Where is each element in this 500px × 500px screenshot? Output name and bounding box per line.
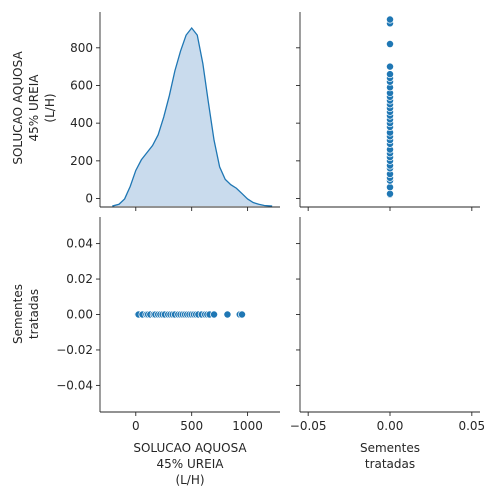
ylabel-ureia: SOLUCAO AQUOSA 45% UREIA (L/H) <box>11 51 57 165</box>
ytick-label-sementes-1: −0.02 <box>56 343 93 357</box>
ytick-label-ureia-2: 400 <box>70 116 93 130</box>
ytick-label-sementes-2: 0.00 <box>66 308 93 322</box>
scatter-point-bottom-left <box>210 310 218 319</box>
scatter-point-top-right <box>386 62 394 71</box>
kde-line <box>112 26 273 207</box>
ylabel-ureia-line-3: (L/H) <box>43 93 57 122</box>
ytick-label-ureia-0: 0 <box>85 192 93 206</box>
xtick-label-sementes-0: −0.05 <box>290 419 327 433</box>
ytick-label-sementes-4: 0.04 <box>66 237 93 251</box>
panel-empty-sementes: −0.05 0.00 0.05 <box>290 217 485 433</box>
xlabel-ureia-line-1: SOLUCAO AQUOSA <box>133 441 247 455</box>
scatter-point-top-right <box>386 15 394 24</box>
xtick-label-ureia-1: 500 <box>180 419 203 433</box>
ylabel-sementes: Sementes tratadas <box>11 284 41 344</box>
xlabel-ureia-line-2: 45% UREIA <box>157 457 225 471</box>
kde-area <box>112 28 273 207</box>
scatter-point-top-right <box>386 40 394 48</box>
xlabel-sementes: Sementes tratadas <box>360 441 420 471</box>
panel-kde-ureia: 0 200 400 600 800 <box>70 12 280 211</box>
ytick-label-ureia-3: 600 <box>70 78 93 92</box>
ylabel-sementes-line-2: tratadas <box>27 289 41 339</box>
xlabel-sementes-line-1: Sementes <box>360 441 420 455</box>
ytick-label-ureia-4: 800 <box>70 41 93 55</box>
xlabel-ureia-line-3: (L/H) <box>175 473 204 487</box>
xtick-label-sementes-1: 0.00 <box>377 419 404 433</box>
xlabel-ureia: SOLUCAO AQUOSA 45% UREIA (L/H) <box>133 441 247 487</box>
panel-scatter-ureia-vs-sementes: −0.04 −0.02 0.00 0.02 0.04 0 500 1000 <box>56 217 280 433</box>
xtick-label-ureia-2: 1000 <box>232 419 263 433</box>
ylabel-sementes-line-1: Sementes <box>11 284 25 344</box>
scatter-point-top-right <box>386 70 394 79</box>
scatter-point-top-right <box>386 183 394 192</box>
ylabel-ureia-line-2: 45% UREIA <box>27 74 41 142</box>
xtick-label-sementes-2: 0.05 <box>458 419 485 433</box>
panel-scatter-sementes-vs-ureia <box>296 12 480 211</box>
xlabel-sementes-line-2: tratadas <box>365 457 415 471</box>
ytick-label-ureia-1: 200 <box>70 154 93 168</box>
ytick-label-sementes-3: 0.02 <box>66 272 93 286</box>
scatter-point-bottom-left <box>223 310 232 319</box>
xtick-label-ureia-0: 0 <box>132 419 140 433</box>
scatter-point-top-right <box>386 189 394 198</box>
ylabel-ureia-line-1: SOLUCAO AQUOSA <box>11 51 25 165</box>
scatter-point-bottom-left <box>238 310 246 319</box>
ytick-label-sementes-0: −0.04 <box>56 378 93 392</box>
